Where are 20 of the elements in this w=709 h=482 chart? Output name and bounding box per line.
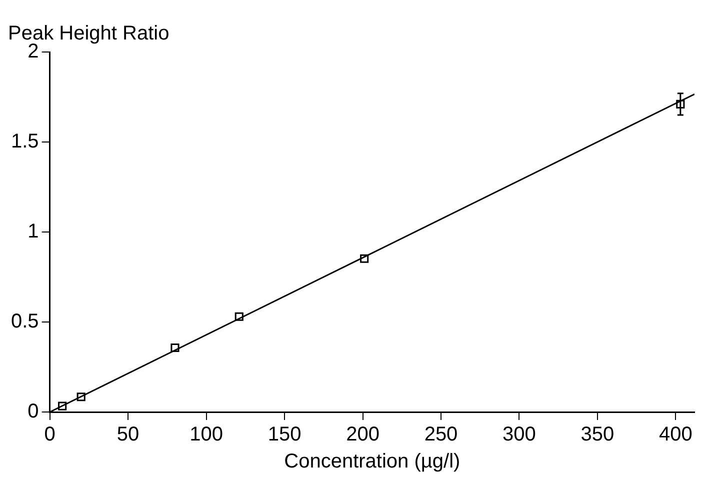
x-axis-title: Concentration (µg/l) [284, 450, 460, 473]
y-tick-label: 1.5 [10, 130, 39, 153]
point [58, 402, 67, 410]
x-tick-label: 400 [659, 424, 692, 446]
point [234, 312, 244, 321]
point [360, 254, 369, 263]
y-tick-label: 0 [28, 400, 39, 423]
point [76, 392, 86, 402]
x-tick-label: 100 [190, 424, 223, 446]
x-tick-label: 50 [116, 424, 140, 446]
y-tick-label: 0.5 [10, 310, 39, 333]
x-tick-label: 350 [580, 424, 614, 446]
point [676, 100, 685, 108]
x-tick-label: 150 [268, 424, 302, 446]
x-tick-label: 200 [346, 424, 380, 446]
x-tick-label: 250 [424, 424, 458, 446]
x-tick-label: 300 [502, 424, 536, 446]
y-tick-label: 1 [28, 220, 39, 243]
point [170, 343, 180, 352]
x-tick-label: 0 [44, 424, 56, 446]
